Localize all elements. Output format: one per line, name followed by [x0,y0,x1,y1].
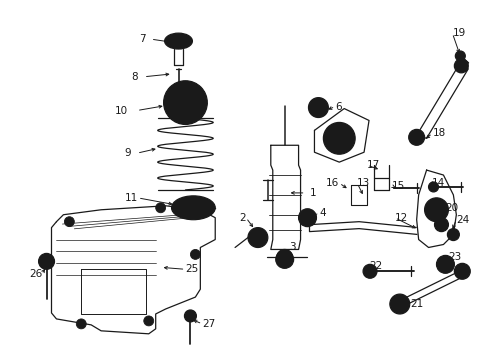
Polygon shape [309,222,418,235]
Circle shape [298,209,316,227]
Text: 4: 4 [319,208,325,218]
Text: 8: 8 [131,72,137,82]
Circle shape [454,51,464,61]
Text: 11: 11 [124,193,138,203]
Polygon shape [398,269,466,307]
Text: 2: 2 [239,213,245,223]
Text: 13: 13 [356,178,369,188]
Circle shape [143,316,153,326]
Polygon shape [81,269,145,314]
Text: 1: 1 [309,188,315,198]
Circle shape [155,203,165,213]
Text: 6: 6 [335,102,341,112]
Text: 3: 3 [289,243,296,252]
Text: 25: 25 [185,264,198,274]
Circle shape [276,249,292,265]
Text: 14: 14 [431,178,444,188]
Circle shape [184,310,196,322]
Circle shape [308,98,327,117]
Circle shape [39,253,54,269]
Text: 16: 16 [325,178,339,188]
Text: 10: 10 [115,105,128,116]
Circle shape [436,255,453,273]
Polygon shape [416,66,468,138]
Text: 12: 12 [394,213,407,223]
Polygon shape [350,185,366,205]
Circle shape [453,264,469,279]
Circle shape [247,228,267,247]
Circle shape [76,319,86,329]
Ellipse shape [171,196,215,220]
Circle shape [171,89,199,117]
Circle shape [362,264,376,278]
Text: 5: 5 [344,143,350,153]
Circle shape [453,59,468,73]
Circle shape [408,129,424,145]
Circle shape [323,122,354,154]
Polygon shape [270,145,300,249]
Text: 22: 22 [368,261,382,271]
Text: 21: 21 [410,299,423,309]
Text: 7: 7 [139,34,145,44]
Text: 17: 17 [366,160,380,170]
Text: 15: 15 [391,181,404,191]
Text: 23: 23 [447,252,461,262]
Circle shape [190,249,200,260]
Text: 26: 26 [30,269,43,279]
Polygon shape [314,109,368,162]
Circle shape [434,218,447,231]
Polygon shape [416,170,455,247]
Ellipse shape [179,201,207,215]
Text: 9: 9 [123,148,130,158]
Text: 20: 20 [445,203,458,213]
Circle shape [447,229,458,240]
Ellipse shape [164,33,192,49]
Polygon shape [51,206,215,334]
Circle shape [163,81,207,125]
Circle shape [275,251,293,268]
Circle shape [389,294,409,314]
Text: 18: 18 [432,129,445,138]
Circle shape [424,198,447,222]
Text: 24: 24 [455,215,468,225]
Circle shape [64,217,74,227]
Text: 27: 27 [202,319,215,329]
Circle shape [427,182,438,192]
Text: 19: 19 [451,28,465,38]
